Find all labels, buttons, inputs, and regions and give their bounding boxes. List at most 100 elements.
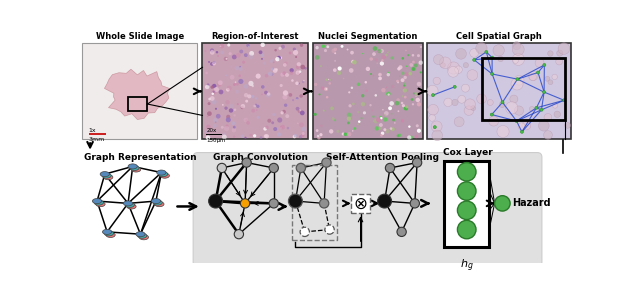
Circle shape: [267, 92, 270, 96]
Circle shape: [458, 95, 466, 103]
Circle shape: [501, 101, 504, 104]
Circle shape: [557, 50, 563, 56]
Circle shape: [280, 125, 285, 130]
Circle shape: [298, 83, 300, 84]
Circle shape: [401, 119, 404, 122]
Circle shape: [221, 126, 224, 129]
Circle shape: [226, 58, 228, 60]
Circle shape: [406, 65, 408, 67]
Circle shape: [535, 59, 544, 67]
Circle shape: [493, 45, 504, 56]
Bar: [128, 97, 147, 111]
Circle shape: [271, 68, 274, 71]
Circle shape: [371, 110, 373, 112]
Circle shape: [415, 135, 418, 138]
Circle shape: [333, 68, 337, 72]
Circle shape: [404, 96, 406, 99]
Circle shape: [564, 123, 571, 128]
Circle shape: [296, 107, 300, 111]
Circle shape: [417, 102, 421, 107]
Circle shape: [439, 57, 451, 69]
Circle shape: [289, 71, 293, 75]
Circle shape: [417, 82, 421, 86]
Circle shape: [346, 133, 348, 136]
Circle shape: [347, 122, 350, 124]
Circle shape: [294, 134, 297, 137]
Circle shape: [257, 116, 260, 119]
Circle shape: [328, 79, 330, 80]
Circle shape: [397, 134, 399, 137]
Circle shape: [384, 111, 388, 116]
Circle shape: [357, 124, 359, 125]
Circle shape: [385, 54, 388, 56]
Circle shape: [255, 103, 259, 107]
Circle shape: [378, 73, 381, 76]
Circle shape: [300, 110, 305, 115]
Circle shape: [360, 117, 362, 119]
Circle shape: [397, 67, 401, 70]
Circle shape: [244, 93, 248, 97]
Circle shape: [394, 122, 396, 124]
Ellipse shape: [136, 232, 145, 237]
Circle shape: [337, 130, 339, 133]
Circle shape: [401, 72, 404, 75]
Circle shape: [343, 78, 344, 79]
Circle shape: [280, 126, 282, 128]
Circle shape: [389, 101, 394, 106]
Circle shape: [431, 94, 435, 96]
Circle shape: [215, 121, 216, 123]
Circle shape: [246, 119, 248, 122]
Circle shape: [529, 71, 538, 81]
Circle shape: [396, 80, 399, 83]
Circle shape: [248, 46, 250, 48]
Ellipse shape: [155, 202, 164, 207]
Text: Graph Convolution: Graph Convolution: [213, 152, 308, 162]
Circle shape: [407, 54, 410, 56]
Circle shape: [294, 49, 298, 52]
Circle shape: [512, 44, 524, 55]
Circle shape: [515, 120, 518, 123]
Circle shape: [340, 45, 344, 48]
Circle shape: [543, 63, 546, 67]
Circle shape: [225, 100, 230, 104]
Circle shape: [513, 41, 521, 50]
Circle shape: [356, 83, 360, 86]
Circle shape: [303, 80, 305, 81]
Circle shape: [273, 113, 275, 116]
Circle shape: [300, 44, 303, 47]
Circle shape: [289, 194, 303, 208]
Circle shape: [289, 52, 292, 54]
Circle shape: [390, 56, 394, 59]
Circle shape: [285, 73, 289, 77]
Ellipse shape: [104, 175, 113, 180]
Circle shape: [210, 62, 214, 66]
Circle shape: [433, 77, 440, 85]
Circle shape: [217, 83, 221, 87]
Circle shape: [277, 56, 281, 60]
Circle shape: [220, 51, 224, 54]
Circle shape: [244, 137, 246, 139]
Circle shape: [235, 66, 239, 70]
Circle shape: [251, 95, 254, 98]
Circle shape: [206, 125, 211, 129]
Circle shape: [256, 105, 259, 108]
Circle shape: [207, 83, 209, 86]
Text: Hazard: Hazard: [513, 198, 551, 208]
Circle shape: [282, 95, 287, 99]
Circle shape: [320, 125, 323, 127]
Circle shape: [325, 88, 327, 90]
Circle shape: [269, 163, 278, 173]
Circle shape: [245, 100, 248, 103]
Text: Region-of-Interest: Region-of-Interest: [211, 32, 299, 41]
Circle shape: [205, 72, 208, 74]
Circle shape: [220, 44, 224, 49]
Text: ⊗: ⊗: [354, 194, 367, 213]
Circle shape: [233, 83, 236, 86]
Circle shape: [412, 158, 422, 167]
Circle shape: [352, 102, 355, 105]
Circle shape: [333, 48, 337, 51]
Circle shape: [225, 124, 228, 127]
Circle shape: [431, 121, 442, 132]
Circle shape: [211, 86, 214, 89]
Circle shape: [205, 131, 207, 133]
